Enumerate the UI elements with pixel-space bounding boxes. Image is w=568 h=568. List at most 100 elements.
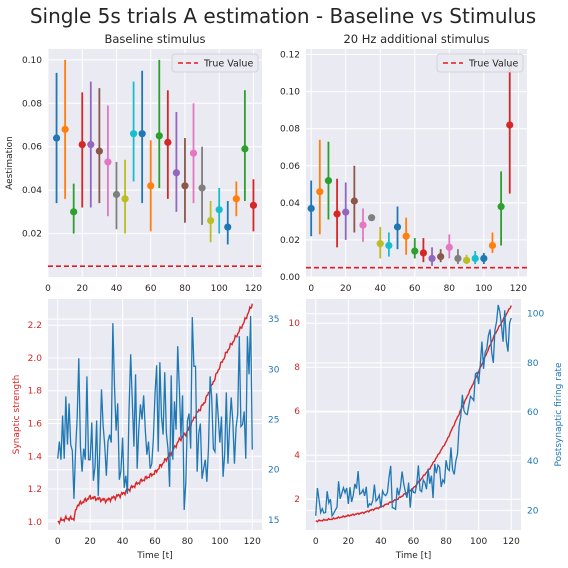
panel-title: Baseline stimulus (104, 32, 205, 46)
y-tick-label: 0.04 (22, 186, 42, 196)
y-tick-label: 0.08 (280, 125, 300, 135)
estimate-point (445, 243, 453, 251)
legend-box (436, 53, 524, 73)
estimate-point (155, 132, 163, 140)
x-tick-label: 60 (145, 284, 157, 294)
x-tick-label: 120 (245, 284, 262, 294)
left-y-tick-label: 1.6 (28, 420, 43, 430)
right-y-tick-label: 30 (268, 365, 280, 375)
plot-area (48, 49, 262, 277)
x-tick-label: 80 (179, 284, 191, 294)
x-tick-label: 40 (375, 284, 387, 294)
x-tick-label: 20 (84, 537, 96, 547)
x-tick-label: 120 (244, 537, 261, 547)
right-y-axis-label: Postsynaptic firing rate (554, 362, 564, 467)
estimate-point (215, 206, 223, 214)
estimate-point (104, 158, 112, 166)
x-tick-label: 40 (111, 284, 123, 294)
x-tick-label: 20 (77, 284, 89, 294)
estimate-point (316, 188, 324, 196)
right-y-tick-label: 60 (527, 408, 539, 418)
x-tick-label: 0 (313, 537, 319, 547)
estimate-point (462, 256, 471, 264)
estimate-point (307, 204, 315, 213)
x-tick-label: 40 (117, 537, 129, 547)
estimate-point (52, 134, 61, 142)
x-tick-label: 100 (475, 284, 492, 294)
x-tick-label: 120 (510, 284, 527, 294)
estimate-point (61, 125, 69, 133)
x-tick-label: 20 (343, 537, 355, 547)
estimate-point (333, 210, 341, 218)
estimate-point (385, 241, 393, 250)
estimate-point (324, 177, 333, 185)
estimate-point (506, 121, 514, 129)
estimate-point (121, 195, 129, 203)
x-tick-label: 80 (444, 284, 456, 294)
y-tick-label: 0.12 (280, 51, 300, 61)
estimate-point (138, 130, 146, 138)
estimate-point (368, 214, 376, 222)
estimate-point (402, 232, 410, 240)
estimate-point (437, 253, 445, 261)
left-y-tick-label: 1.2 (28, 485, 42, 495)
panel-title: 20 Hz additional stimulus (343, 32, 489, 46)
x-tick-label: 0 (45, 284, 51, 294)
estimate-point (350, 197, 358, 205)
y-tick-label: 0.06 (22, 143, 42, 153)
estimate-point (480, 254, 488, 263)
left-y-tick-label: 2 (294, 495, 300, 505)
estimate-point (95, 147, 103, 155)
left-y-tick-label: 1.8 (28, 387, 43, 397)
x-tick-label: 120 (503, 537, 520, 547)
right-y-tick-label: 20 (268, 466, 280, 476)
left-y-tick-label: 1.0 (28, 518, 43, 528)
estimate-point (181, 182, 189, 190)
panel-stimulus-timecourse: 0 20 40 60 80 100 120 2 4 6 8 10 20 40 60 80 100 Time [t]… (289, 299, 564, 561)
right-y-tick-label: 40 (527, 457, 539, 467)
estimate-point (198, 184, 206, 192)
y-tick-label: 0.00 (280, 273, 300, 283)
left-y-tick-label: 8 (294, 363, 300, 373)
right-y-tick-label: 80 (527, 359, 539, 369)
x-tick-label: 40 (375, 537, 387, 547)
right-y-tick-label: 15 (268, 516, 279, 526)
estimate-point (87, 140, 95, 149)
estimate-point (249, 201, 258, 209)
x-tick-label: 100 (211, 284, 228, 294)
left-y-tick-label: 10 (289, 319, 301, 329)
plot-area (306, 49, 527, 277)
x-axis-label: Time [t] (395, 551, 431, 561)
estimate-point (78, 140, 86, 149)
estimate-point (241, 145, 249, 153)
x-tick-label: 80 (182, 537, 194, 547)
estimate-point (164, 138, 172, 146)
estimate-point (342, 208, 350, 216)
x-tick-label: 60 (408, 537, 420, 547)
estimate-point (224, 223, 232, 231)
estimate-point (376, 240, 384, 248)
right-y-tick-label: 100 (527, 310, 544, 320)
legend-label: True Value (203, 59, 253, 70)
y-tick-label: 0.08 (22, 99, 42, 109)
estimate-point (497, 202, 505, 211)
estimate-point (488, 241, 497, 250)
panel-baseline-timecourse: 0 20 40 60 80 100 120 1.0 1.2 1.4 1.6 1.8 2.0 2.2 15 20… (12, 299, 280, 561)
estimate-point (393, 223, 402, 231)
estimate-point (207, 216, 215, 225)
estimate-point (419, 249, 428, 257)
estimate-point (411, 247, 419, 255)
x-tick-label: 60 (149, 537, 161, 547)
right-y-tick-label: 35 (268, 315, 279, 325)
estimate-point (471, 254, 479, 263)
left-y-tick-label: 2.0 (28, 354, 43, 364)
estimate-point (359, 221, 367, 229)
x-tick-label: 80 (440, 537, 452, 547)
left-y-tick-label: 2.2 (28, 321, 42, 331)
panel-stimulus-estimation: 0 20 40 60 80 100 120 0.00 0.02 0.04 0.06 0.08 0.10 0… (280, 32, 527, 294)
figure-suptitle: Single 5s trials A estimation - Baseline… (30, 4, 536, 28)
left-y-tick-label: 6 (294, 407, 300, 417)
right-y-tick-label: 25 (268, 416, 279, 426)
x-tick-label: 20 (340, 284, 352, 294)
